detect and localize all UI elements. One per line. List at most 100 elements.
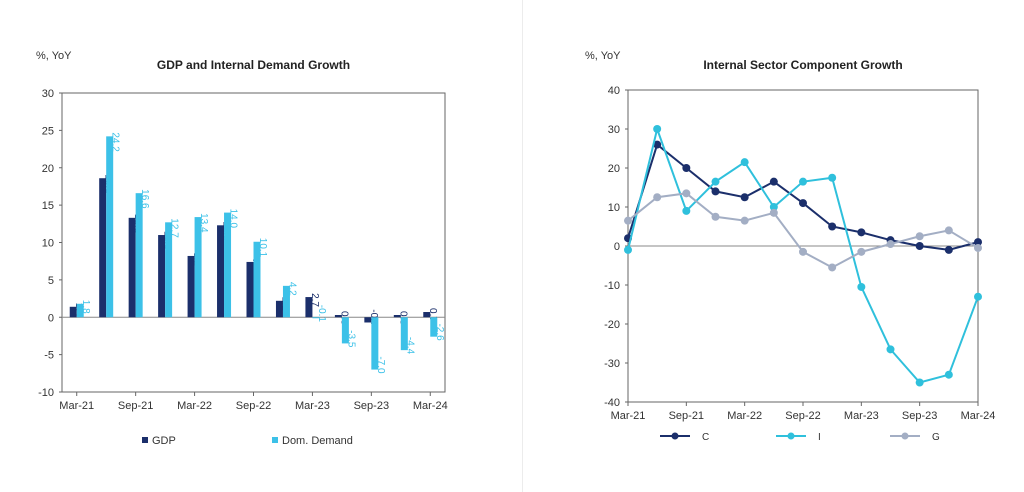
series-dom-demand: 1.8 24.2 16.6 12.7 13.4 14.0 10.1 4.2 -0.1 -3.5 -7… <box>76 132 445 374</box>
y-tick-label: 0 <box>614 241 620 253</box>
data-point <box>653 125 662 133</box>
chart-title: GDP and Internal Demand Growth <box>157 58 350 72</box>
x-tick-label: Mar-22 <box>727 410 762 422</box>
legend-marker <box>901 432 909 440</box>
data-point <box>857 247 866 256</box>
y-tick-label: 40 <box>608 85 620 97</box>
series-c <box>624 140 982 254</box>
legend-label: G <box>932 432 940 443</box>
bar <box>76 303 84 318</box>
y-tick-label: 0 <box>48 312 54 324</box>
data-label: 2.7 <box>309 293 320 307</box>
data-point <box>915 378 924 387</box>
data-point <box>799 177 807 186</box>
series-g <box>624 189 982 272</box>
bar <box>341 317 349 344</box>
bar <box>393 315 401 318</box>
x-tick-label: Sep-21 <box>669 410 704 422</box>
data-point <box>769 177 778 186</box>
x-tick-label: Sep-21 <box>118 400 153 412</box>
y-tick-label: 15 <box>42 200 54 212</box>
bar <box>312 317 320 319</box>
bar <box>282 285 290 318</box>
series-i <box>624 125 982 387</box>
bar <box>165 222 173 318</box>
data-label: -4.4 <box>404 337 415 355</box>
data-label: 24.2 <box>110 132 121 152</box>
bar <box>430 317 438 337</box>
y-tick-label: -5 <box>44 350 54 362</box>
bar <box>224 212 232 318</box>
bar <box>334 315 342 318</box>
data-point <box>711 212 720 221</box>
legend: GDP Dom. Demand <box>142 435 353 447</box>
bar <box>99 178 107 318</box>
y-tick-label: -10 <box>604 280 620 292</box>
data-point <box>682 189 691 198</box>
bar <box>400 317 408 351</box>
data-point <box>915 242 924 250</box>
bar <box>253 241 261 318</box>
data-point <box>769 208 778 217</box>
legend-label: C <box>702 432 709 443</box>
x-tick-label: Mar-24 <box>413 400 448 412</box>
data-point <box>624 245 632 254</box>
legend-marker <box>787 432 795 440</box>
legend-label: I <box>818 432 821 443</box>
data-point <box>886 345 895 354</box>
y-tick-label: 10 <box>608 202 620 214</box>
data-point <box>653 193 662 202</box>
x-tick-label: Mar-22 <box>177 400 212 412</box>
x-tick-label: Mar-24 <box>961 410 996 422</box>
y-tick-label: 5 <box>48 275 54 287</box>
bar <box>128 217 136 318</box>
x-tick-label: Sep-23 <box>902 410 937 422</box>
bar <box>305 297 313 318</box>
data-point <box>682 164 691 172</box>
bar <box>423 312 431 318</box>
data-label: -7.0 <box>375 356 386 374</box>
data-label: 13.4 <box>198 213 209 233</box>
data-point <box>740 193 749 202</box>
data-label: 4.2 <box>286 282 297 296</box>
chart-2: Internal Sector Component Growth %, YoY -4… <box>585 50 995 443</box>
x-tick-label: Sep-22 <box>236 400 271 412</box>
bar <box>187 255 195 318</box>
data-point <box>974 243 982 252</box>
data-point <box>944 226 953 235</box>
data-point <box>857 228 866 237</box>
data-label: 12.7 <box>169 218 180 238</box>
y-tick-label: 10 <box>42 238 54 250</box>
y-tick-label: 30 <box>42 88 54 100</box>
bar <box>106 136 114 318</box>
data-label: 16.6 <box>139 189 150 209</box>
data-label: -3.5 <box>345 330 356 348</box>
y-tick-label: 20 <box>42 163 54 175</box>
x-tick-label: Sep-23 <box>354 400 389 412</box>
data-point <box>974 292 982 301</box>
data-point <box>740 216 749 225</box>
legend-label: GDP <box>152 435 176 447</box>
y-axis-label: %, YoY <box>585 50 621 62</box>
data-point <box>740 158 749 167</box>
data-point <box>915 232 924 241</box>
bar <box>217 225 225 318</box>
bar <box>135 193 143 318</box>
data-label: -0.1 <box>316 305 327 323</box>
data-point <box>886 240 895 249</box>
y-tick-label: -10 <box>38 387 54 399</box>
data-point <box>653 140 662 149</box>
x-tick-label: Mar-23 <box>844 410 879 422</box>
panel-divider <box>522 0 523 492</box>
data-point <box>711 187 720 196</box>
data-point <box>624 216 632 225</box>
bar <box>246 261 254 318</box>
x-tick-label: Mar-21 <box>611 410 646 422</box>
legend-swatch <box>272 437 278 443</box>
data-label: -2.6 <box>434 323 445 341</box>
y-tick-label: -40 <box>604 397 620 409</box>
data-point <box>944 370 953 379</box>
chart-1: GDP and Internal Demand Growth %, YoY -10 -… <box>36 50 448 447</box>
